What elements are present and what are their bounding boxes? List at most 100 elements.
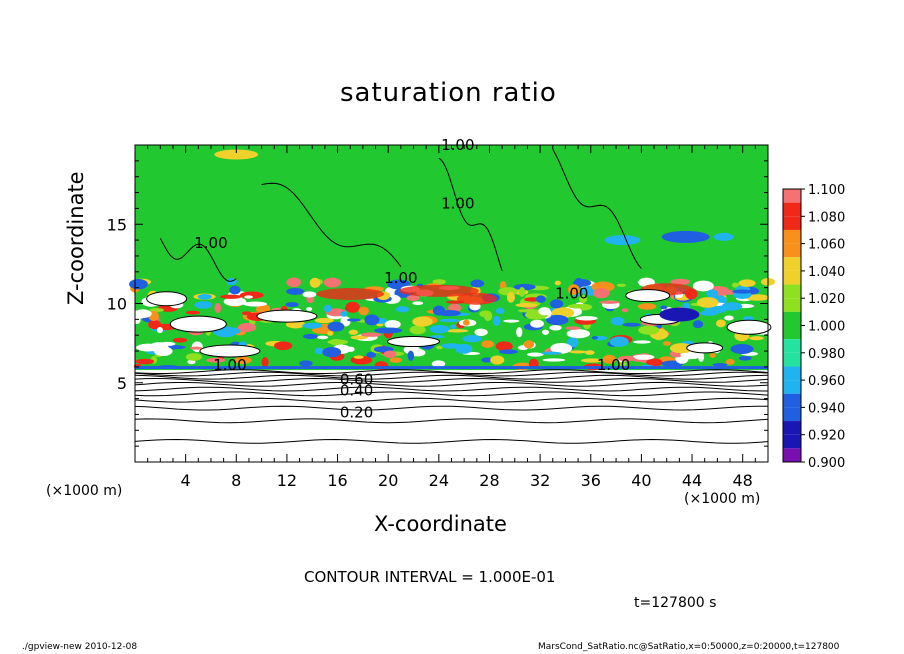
colorbar-segment [783,407,801,422]
colorbar-segment [783,216,801,230]
cloud-cell [565,326,581,330]
y-tick-label: 10 [107,295,127,314]
cloud-cell [569,350,587,354]
cloud-cell [440,344,452,348]
chart-title: saturation ratio [340,78,557,108]
x-tick-label: 32 [530,471,550,490]
cloud-cell [618,355,636,362]
cloud-cell [549,325,562,331]
x-tick-label: 8 [231,471,241,490]
x-axis-label: X-coordinate [374,512,507,536]
colorbar-segment [783,257,801,271]
cloud-cell [632,354,655,360]
cloud-cell [492,315,501,326]
cloud-cell [621,308,629,313]
cloud-cell [490,355,505,365]
cloud-cell [403,345,421,355]
cloud-cell [622,322,641,327]
cloud-cell [185,353,202,361]
cloud-cell [156,326,163,334]
cloud-cell [542,358,566,362]
contour-label: 1.00 [213,356,246,374]
saturated-core [256,309,318,323]
cloud-cell [474,328,488,337]
cloud-cell [584,350,595,355]
x-tick-label: 36 [581,471,601,490]
cloud-cell [662,341,671,346]
x-tick-label: 40 [631,471,651,490]
cloud-cell [721,302,743,311]
colorbar-segment [783,243,801,258]
cloud-cell [481,340,494,348]
cloud-cell [616,283,627,287]
contour-line [134,405,769,411]
cloud-cell [327,339,349,345]
contour-label: 0.60 [340,370,373,388]
cloud-cell [495,307,505,315]
cloud-cell [429,335,445,339]
cloud-cell [725,358,735,365]
cloud-cell [567,303,588,309]
contour-line [134,374,769,380]
cloud-cell [455,343,473,354]
cloud-cell [322,346,342,358]
cloud-cell [541,351,562,355]
cloud-cell [542,329,550,335]
contour-line [134,391,769,397]
cloud-cell [361,332,382,337]
y-tick-label: 15 [107,215,127,234]
colorbar-segment [783,421,801,435]
colorbar-label: 1.100 [808,183,845,198]
y-axis-label: Z-coordinate [64,171,88,305]
contour-line [134,381,769,387]
cloud-cell [692,320,704,329]
contour-line [438,157,503,271]
x-tick-label: 16 [327,471,347,490]
colorbar-label: 1.020 [808,292,845,307]
cloud-cell [637,303,657,310]
cloud-cell [406,294,420,302]
cloud-cell [348,329,359,335]
cloud-cell [660,305,668,310]
colorbar-segment [783,366,801,381]
cloud-cell [206,357,226,363]
contour-label: 0.40 [340,381,373,399]
cloud-cell [135,358,155,365]
colorbar-label: 0.940 [808,401,845,416]
saturated-core [726,319,772,335]
contour-line [552,149,642,269]
cloud-cell [495,341,513,352]
cloud-cell [432,279,446,285]
supersaturated-band [316,287,385,300]
contour-label: 1.00 [597,356,630,374]
cloud-cell [715,319,726,328]
colorbar-segment [783,270,801,285]
cloud-cell [515,302,538,308]
cloud-cell [350,335,368,340]
x-tick-label: 44 [682,471,702,490]
cloud-cell [617,361,627,367]
cloud-cell [274,341,293,351]
x-unit-label-left: (×1000 m) [46,483,123,499]
cloud-cell [545,314,569,326]
cloud-cell [395,306,410,313]
cloud-cell [244,295,253,299]
colorbar-segment [783,434,801,449]
cloud-cell [598,300,620,304]
cloud-cell [591,336,599,340]
cloud-cell [149,342,169,353]
cloud-cell [638,325,660,335]
cloud-cell [579,295,588,304]
contour-line [261,182,402,267]
cloud-cell [470,279,485,288]
cloud-cell [724,315,734,321]
cloud-cell [633,340,651,344]
colorbar-label: 0.920 [808,429,845,444]
x-tick-label: 4 [181,471,191,490]
cloud-cell [731,282,740,288]
saturated-core [199,344,261,358]
subsaturated-patch [374,327,403,334]
cloud-cell [700,310,719,316]
cloud-cell [237,322,257,332]
